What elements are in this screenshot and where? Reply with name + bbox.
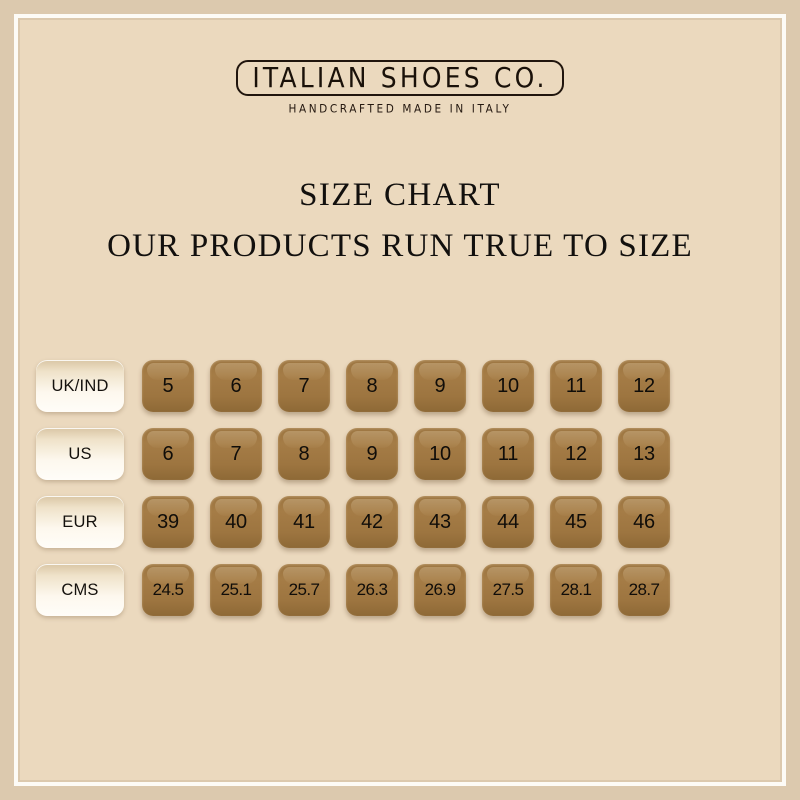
size-cell: 43 <box>414 496 466 548</box>
row-label-cell: UK/IND <box>36 360 124 412</box>
row-label-text: UK/IND <box>51 376 109 395</box>
size-value: 9 <box>366 442 378 465</box>
size-value: 10 <box>497 374 519 397</box>
logo-outline-box: ITALIAN SHOES CO. <box>236 60 564 96</box>
size-row-cms: CMS 24.5 25.1 25.7 26.3 26.9 27.5 28.1 28.7 <box>36 564 764 616</box>
size-value: 10 <box>429 442 451 465</box>
size-cell: 44 <box>482 496 534 548</box>
size-value: 11 <box>565 374 587 397</box>
size-cell: 26.3 <box>346 564 398 616</box>
size-cell: 46 <box>618 496 670 548</box>
size-cell: 9 <box>346 428 398 480</box>
size-cell: 10 <box>414 428 466 480</box>
size-value: 26.3 <box>356 580 388 599</box>
size-cell: 42 <box>346 496 398 548</box>
size-row-us: US 6 7 8 9 10 11 12 13 <box>36 428 764 480</box>
size-cell: 7 <box>278 360 330 412</box>
row-label-cell: US <box>36 428 124 480</box>
size-value: 7 <box>298 374 310 397</box>
size-cell: 25.1 <box>210 564 262 616</box>
size-cell: 39 <box>142 496 194 548</box>
size-cell: 12 <box>550 428 602 480</box>
size-value: 42 <box>361 510 383 533</box>
row-label-cell: EUR <box>36 496 124 548</box>
size-table: UK/IND 5 6 7 8 9 10 11 12 US 6 7 8 9 10 11 12 13 EUR 39 40 41… <box>36 360 764 616</box>
size-row-eur: EUR 39 40 41 42 43 44 45 46 <box>36 496 764 548</box>
size-value: 27.5 <box>492 580 524 599</box>
size-cell: 8 <box>346 360 398 412</box>
heading-block: SIZE CHART OUR PRODUCTS RUN TRUE TO SIZE <box>20 175 780 268</box>
size-cell: 24.5 <box>142 564 194 616</box>
page-title: SIZE CHART <box>299 177 501 213</box>
size-value: 44 <box>497 510 519 533</box>
size-cell: 8 <box>278 428 330 480</box>
row-label-text: CMS <box>61 580 99 599</box>
size-cell: 6 <box>142 428 194 480</box>
size-cell: 10 <box>482 360 534 412</box>
size-cell: 7 <box>210 428 262 480</box>
size-cell: 6 <box>210 360 262 412</box>
size-cell: 28.1 <box>550 564 602 616</box>
size-value: 25.7 <box>288 580 320 599</box>
size-value: 6 <box>162 442 174 465</box>
size-value: 40 <box>225 510 247 533</box>
size-cell: 9 <box>414 360 466 412</box>
size-value: 6 <box>230 374 242 397</box>
page-subtitle: OUR PRODUCTS RUN TRUE TO SIZE <box>107 228 693 265</box>
size-value: 12 <box>633 374 655 397</box>
row-label-text: EUR <box>62 512 98 531</box>
size-cell: 5 <box>142 360 194 412</box>
size-value: 26.9 <box>424 580 456 599</box>
size-value: 7 <box>230 442 242 465</box>
size-value: 28.7 <box>628 580 660 599</box>
size-cell: 27.5 <box>482 564 534 616</box>
size-row-uk-ind: UK/IND 5 6 7 8 9 10 11 12 <box>36 360 764 412</box>
row-label-cell: CMS <box>36 564 124 616</box>
size-value: 39 <box>157 510 179 533</box>
brand-name: ITALIAN SHOES CO. <box>252 61 548 94</box>
brand-tagline: HANDCRAFTED MADE IN ITALY <box>288 102 512 116</box>
size-cell: 41 <box>278 496 330 548</box>
size-cell: 13 <box>618 428 670 480</box>
size-value: 25.1 <box>220 580 252 599</box>
size-cell: 11 <box>550 360 602 412</box>
size-value: 46 <box>633 510 655 533</box>
size-value: 24.5 <box>152 580 184 599</box>
size-cell: 25.7 <box>278 564 330 616</box>
size-value: 5 <box>162 374 174 397</box>
size-value: 41 <box>293 510 315 533</box>
size-value: 13 <box>633 442 655 465</box>
size-cell: 12 <box>618 360 670 412</box>
size-value: 8 <box>298 442 310 465</box>
size-value: 28.1 <box>560 580 592 599</box>
size-cell: 28.7 <box>618 564 670 616</box>
row-label-text: US <box>68 444 92 463</box>
size-cell: 26.9 <box>414 564 466 616</box>
size-value: 45 <box>565 510 587 533</box>
size-cell: 40 <box>210 496 262 548</box>
brand-logo: ITALIAN SHOES CO. HANDCRAFTED MADE IN IT… <box>20 60 780 116</box>
size-cell: 45 <box>550 496 602 548</box>
size-value: 11 <box>497 442 519 465</box>
size-value: 43 <box>429 510 451 533</box>
size-value: 12 <box>565 442 587 465</box>
size-value: 8 <box>366 374 378 397</box>
poster-content: ITALIAN SHOES CO. HANDCRAFTED MADE IN IT… <box>20 20 780 780</box>
size-cell: 11 <box>482 428 534 480</box>
size-value: 9 <box>434 374 446 397</box>
